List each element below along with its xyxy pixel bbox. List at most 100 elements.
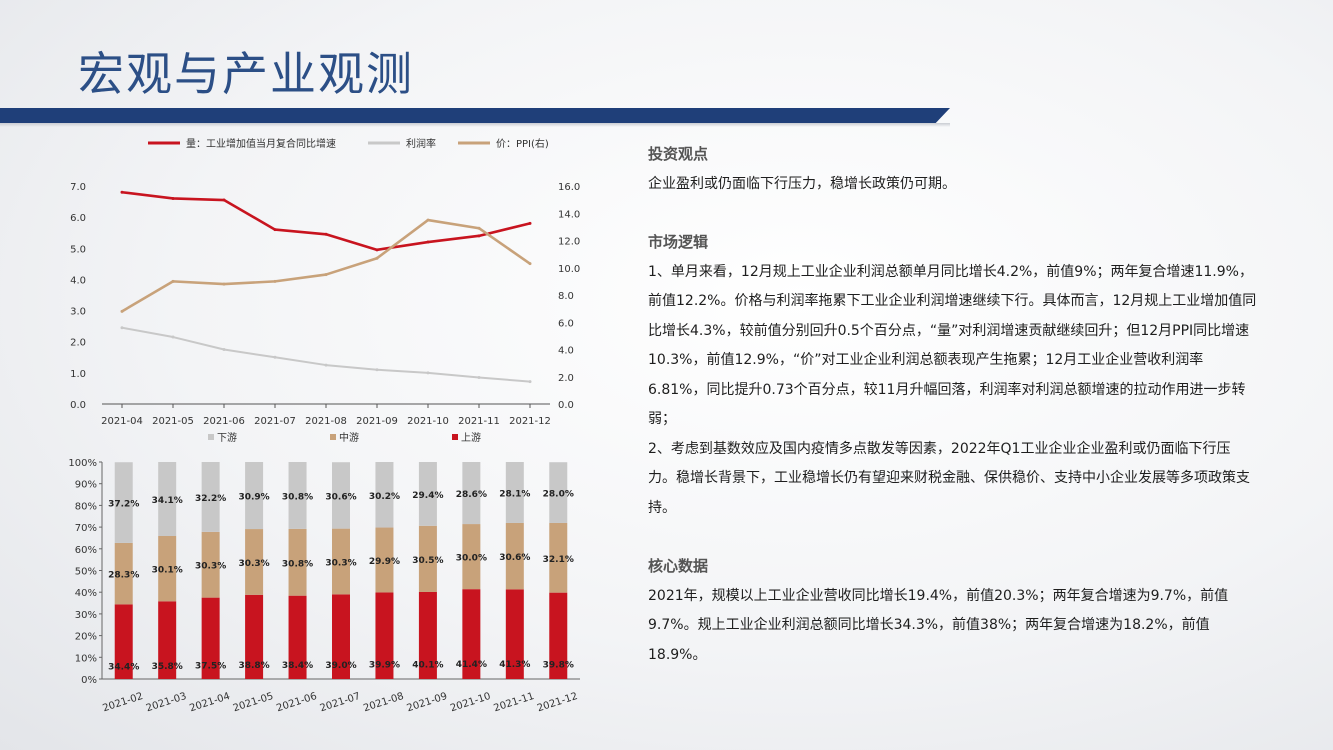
data-point xyxy=(171,279,175,283)
bar-data-label: 37.5% xyxy=(195,661,226,671)
bar-segment-下游 xyxy=(418,462,437,526)
logic-heading: 市场逻辑 xyxy=(648,233,709,251)
x-tick-label: 2021-08 xyxy=(362,691,405,714)
bar-segment-下游 xyxy=(114,462,133,543)
data-point xyxy=(120,190,124,194)
data-point xyxy=(477,234,481,238)
data-point xyxy=(273,228,277,232)
bar-data-label: 41.4% xyxy=(456,660,487,670)
bar-segment-上游 xyxy=(245,594,264,679)
x-tick-label: 2021-05 xyxy=(152,416,194,427)
x-tick-label: 2021-10 xyxy=(449,691,492,714)
bar-data-label: 37.2% xyxy=(108,500,139,510)
y-tick-label: 60% xyxy=(75,545,97,556)
right-tick-label: 14.0 xyxy=(558,209,580,220)
x-tick-label: 2021-04 xyxy=(101,416,143,427)
data-point xyxy=(375,256,379,260)
data-point xyxy=(222,348,226,351)
bar-segment-下游 xyxy=(332,462,350,529)
left-tick-label: 7.0 xyxy=(70,182,86,193)
bar-data-label: 30.8% xyxy=(282,492,313,502)
y-tick-label: 40% xyxy=(75,588,97,599)
bar-data-label: 34.1% xyxy=(152,496,183,506)
right-tick-label: 16.0 xyxy=(558,182,580,193)
stacked-bar-chart: 下游 中游 上游 0% 10% 20% 30% 40% 50% 60% 70% 80% 90% 100% 3… xyxy=(68,431,580,714)
y-tick-label: 30% xyxy=(75,610,97,621)
data-point xyxy=(375,248,379,252)
bar-data-label: 41.3% xyxy=(499,660,530,670)
bar-segment-下游 xyxy=(505,462,524,523)
bar-segment-下游 xyxy=(245,462,264,530)
y-tick-label: 50% xyxy=(75,567,97,578)
bar-segment-下游 xyxy=(288,462,307,529)
bar-data-label: 30.5% xyxy=(412,556,443,566)
right-tick-label: 10.0 xyxy=(558,264,580,275)
x-tick-label: 2021-09 xyxy=(406,691,449,714)
left-tick-label: 5.0 xyxy=(70,244,86,255)
bar-segment-中游 xyxy=(245,529,264,595)
right-tick-label: 4.0 xyxy=(558,346,574,357)
x-tick-label: 2021-12 xyxy=(536,691,579,714)
bar-data-label: 35.8% xyxy=(152,662,183,672)
x-tick-label: 2021-07 xyxy=(319,691,362,714)
y-tick-label: 100% xyxy=(68,458,97,469)
bar-data-label: 30.2% xyxy=(369,492,400,502)
legend-label: 中游 xyxy=(339,431,359,444)
data-point xyxy=(273,279,277,283)
bar-segment-上游 xyxy=(332,594,350,679)
bar-data-label: 30.3% xyxy=(325,558,356,568)
data-point xyxy=(222,282,226,286)
data-point xyxy=(528,262,532,266)
y-tick-label: 10% xyxy=(75,653,97,664)
bar-segment-中游 xyxy=(158,535,177,602)
bar-segment-中游 xyxy=(114,542,133,605)
x-tick-label: 2021-06 xyxy=(203,416,245,427)
x-tick-label: 2021-12 xyxy=(509,416,551,427)
data-point xyxy=(222,198,226,202)
x-tick-label: 2021-04 xyxy=(188,691,231,714)
legend-label: 上游 xyxy=(461,431,481,444)
right-tick-label: 0.0 xyxy=(558,400,574,411)
bar-segment-中游 xyxy=(375,527,394,593)
header-bar xyxy=(0,108,950,123)
logic-paragraph-2: 2、考虑到基数效应及国内疫情多点散发等因素，2022年Q1工业企业企业盈利或仍面… xyxy=(648,440,1250,516)
text-panel: 投资观点 企业盈利或仍面临下行压力，稳增长政策仍可期。 市场逻辑 1、单月来看，… xyxy=(648,140,1258,670)
x-tick-label: 2021-09 xyxy=(356,416,398,427)
bar-segment-下游 xyxy=(375,462,394,528)
left-tick-label: 0.0 xyxy=(70,400,86,411)
bar-segment-上游 xyxy=(158,601,177,679)
bar-segment-上游 xyxy=(375,592,394,679)
bar-data-label: 30.9% xyxy=(238,493,269,503)
y-tick-label: 80% xyxy=(75,501,97,512)
bar-data-label: 32.1% xyxy=(543,555,574,565)
left-tick-label: 4.0 xyxy=(70,275,86,286)
data-point xyxy=(273,355,277,359)
bar-segment-上游 xyxy=(418,591,437,679)
data-point xyxy=(426,371,430,375)
x-tick-label: 2021-07 xyxy=(254,416,296,427)
bar-segment-下游 xyxy=(201,462,220,532)
right-tick-label: 2.0 xyxy=(558,373,574,384)
x-tick-label: 2021-03 xyxy=(145,691,188,714)
data-point xyxy=(324,232,328,236)
left-tick-label: 1.0 xyxy=(70,369,86,380)
logic-paragraph-1: 1、单月来看，12月规上工业企业利润总额单月同比增长4.2%，前值9%；两年复合… xyxy=(648,263,1257,428)
bar-segment-中游 xyxy=(462,524,481,590)
bar-data-label: 28.0% xyxy=(543,490,574,500)
bar-data-label: 38.8% xyxy=(238,661,269,671)
view-heading: 投资观点 xyxy=(648,145,709,163)
bar-data-label: 30.6% xyxy=(325,492,356,502)
bar-data-label: 30.0% xyxy=(456,554,487,564)
core-body: 2021年，规模以上工业企业营收同比增长19.4%，前值20.3%；两年复合增速… xyxy=(648,587,1229,663)
data-point xyxy=(171,335,175,339)
bar-segment-上游 xyxy=(201,597,220,679)
legend-swatch xyxy=(330,434,336,440)
left-tick-label: 3.0 xyxy=(70,307,86,318)
bar-data-label: 34.4% xyxy=(108,663,139,673)
bar-segment-中游 xyxy=(505,522,524,590)
bar-data-label: 30.3% xyxy=(195,562,226,572)
legend-label: 下游 xyxy=(217,431,237,444)
data-point xyxy=(528,380,532,384)
bar-data-label: 30.8% xyxy=(282,559,313,569)
data-point xyxy=(528,221,532,225)
